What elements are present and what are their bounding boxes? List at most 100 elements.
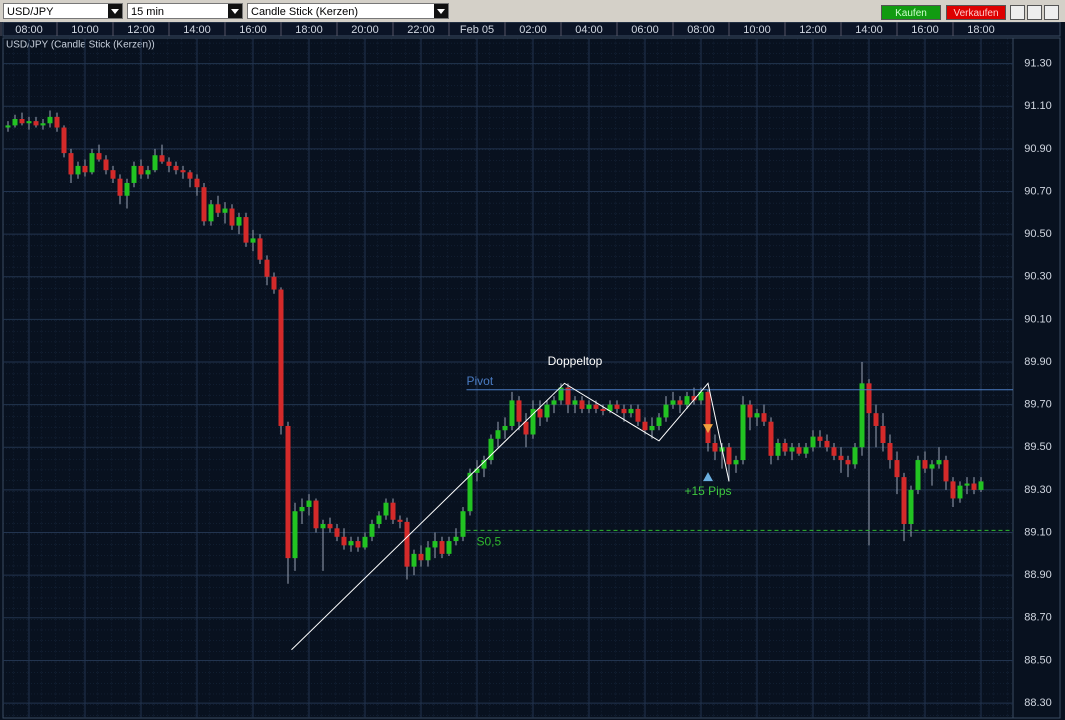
candle-body — [236, 217, 242, 226]
candle-body — [495, 430, 501, 439]
annotation: +15 Pips — [684, 484, 731, 498]
candle-body — [565, 387, 571, 405]
sell-button[interactable]: Verkaufen — [946, 5, 1006, 20]
candle-body — [635, 408, 641, 422]
y-tick-label: 90.70 — [1024, 185, 1052, 197]
candle-body — [278, 289, 284, 426]
candle-body — [292, 511, 298, 559]
candle-body — [82, 165, 88, 173]
candle-body — [229, 208, 235, 226]
x-tick-label: 20:00 — [351, 24, 379, 36]
candle-body — [537, 408, 543, 418]
candle-body — [467, 472, 473, 512]
candle-body — [929, 464, 935, 469]
tool-window[interactable] — [1044, 5, 1059, 20]
candle-body — [425, 547, 431, 561]
candle-body — [943, 460, 949, 482]
y-tick-label: 91.10 — [1024, 100, 1052, 112]
x-tick-label: 18:00 — [967, 24, 995, 36]
candle-body — [712, 443, 718, 452]
candle-body — [117, 178, 123, 196]
candle-body — [474, 468, 480, 473]
candle-body — [390, 502, 396, 520]
candle-body — [978, 481, 984, 490]
interval: 15 min — [131, 6, 165, 18]
y-tick-label: 88.30 — [1024, 697, 1052, 709]
chart-type: Candle Stick (Kerzen) — [251, 6, 358, 18]
candle-body — [684, 396, 690, 405]
y-tick-label: 89.30 — [1024, 484, 1052, 496]
candle-body — [404, 521, 410, 567]
candle-body — [264, 259, 270, 277]
x-tick-label: 08:00 — [15, 24, 43, 36]
symbol-select[interactable]: USD/JPY — [3, 3, 123, 19]
x-tick-label: 14:00 — [183, 24, 211, 36]
x-tick-label: 12:00 — [799, 24, 827, 36]
candle-body — [103, 159, 109, 171]
candle-body — [579, 400, 585, 409]
level-label: Pivot — [467, 374, 494, 388]
x-tick-label: 22:00 — [407, 24, 435, 36]
y-tick-label: 88.70 — [1024, 612, 1052, 624]
candle-body — [61, 127, 67, 154]
buy-button[interactable]: Kaufen — [881, 5, 941, 20]
candle-body — [271, 276, 277, 290]
tool-bars[interactable] — [1010, 5, 1025, 20]
candle-body — [838, 455, 844, 461]
candle-body — [201, 187, 207, 222]
candle-body — [334, 528, 340, 537]
candle-body — [796, 447, 802, 454]
candle-body — [446, 541, 452, 554]
candle-body — [5, 125, 11, 128]
candle-body — [544, 404, 550, 418]
candle-body — [607, 404, 613, 412]
candle-body — [656, 417, 662, 426]
interval-select[interactable]: 15 min — [127, 3, 243, 19]
candle-body — [663, 404, 669, 418]
candle-body — [922, 460, 928, 469]
y-tick-label: 88.50 — [1024, 654, 1052, 666]
chart-type-select[interactable]: Candle Stick (Kerzen) — [247, 3, 449, 19]
candle-body — [383, 502, 389, 516]
candle-body — [810, 436, 816, 448]
candle-body — [761, 413, 767, 422]
candle-body — [397, 519, 403, 522]
candle-body — [551, 400, 557, 405]
candle-body — [523, 421, 529, 435]
candle-body — [754, 413, 760, 418]
candle-body — [19, 119, 25, 124]
candle-body — [859, 383, 865, 448]
candle-body — [908, 489, 914, 525]
x-tick-label: 16:00 — [239, 24, 267, 36]
candle-body — [957, 485, 963, 499]
candle-body — [887, 443, 893, 461]
candle-body — [572, 400, 578, 405]
candle-body — [110, 170, 116, 179]
candle-body — [621, 408, 627, 414]
candle-body — [817, 436, 823, 441]
candle-body — [369, 524, 375, 537]
candle-body — [250, 238, 256, 243]
candle-body — [320, 524, 326, 529]
candle-body — [194, 178, 200, 188]
x-tick-label: Feb 05 — [460, 24, 494, 36]
candle-body — [306, 500, 312, 507]
chart-subtitle: USD/JPY (Candle Stick (Kerzen)) — [6, 40, 155, 51]
candle-body — [866, 383, 872, 414]
y-tick-label: 89.50 — [1024, 441, 1052, 453]
candle-body — [376, 515, 382, 525]
y-tick-label: 91.30 — [1024, 57, 1052, 69]
candle-body — [131, 165, 137, 183]
candle-body — [873, 413, 879, 426]
tool-line[interactable] — [1027, 5, 1042, 20]
candle-body — [600, 408, 606, 412]
candle-body — [642, 421, 648, 431]
x-tick-label: 04:00 — [575, 24, 603, 36]
candle-body — [243, 217, 249, 243]
candle-body — [677, 400, 683, 405]
candle-body — [124, 182, 130, 196]
candle-body — [355, 541, 361, 548]
x-tick-label: 14:00 — [855, 24, 883, 36]
time-axis — [2, 22, 1061, 37]
y-tick-label: 88.90 — [1024, 569, 1052, 581]
